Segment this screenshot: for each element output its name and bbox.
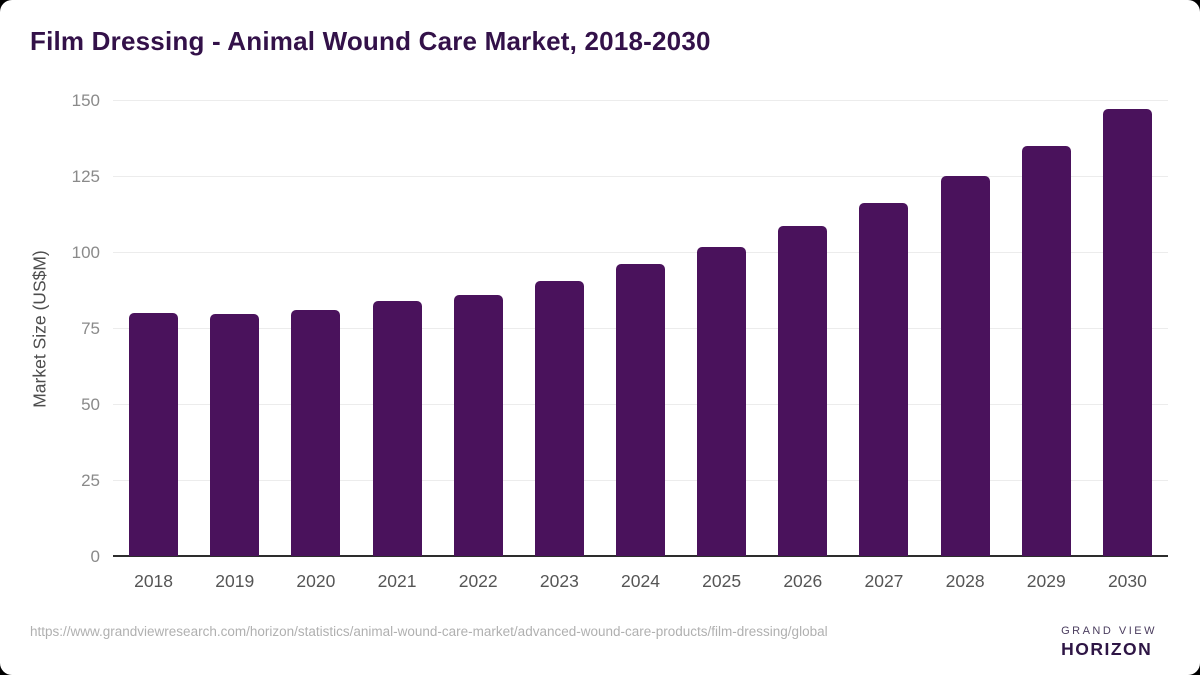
bar xyxy=(453,294,503,556)
y-tick-label: 125 xyxy=(71,167,100,186)
bar xyxy=(940,176,990,556)
x-tick-label: 2023 xyxy=(539,571,579,591)
bar xyxy=(1021,145,1071,556)
bar xyxy=(372,300,422,556)
chart-title: Film Dressing - Animal Wound Care Market… xyxy=(30,26,711,56)
icon-sun-dome xyxy=(1020,631,1042,643)
brand-name-bottom: HORIZON xyxy=(1061,639,1153,659)
y-tick-label: 100 xyxy=(71,243,100,262)
bar xyxy=(129,312,179,556)
x-tick-label: 2026 xyxy=(783,571,823,591)
brand-name-top: GRAND VIEW xyxy=(1061,625,1157,637)
x-tick-label: 2019 xyxy=(215,571,255,591)
x-tick-label: 2022 xyxy=(458,571,498,591)
gridline xyxy=(113,176,1168,177)
bar xyxy=(616,264,665,556)
icon-reflection-line xyxy=(1026,648,1036,652)
y-tick-label: 25 xyxy=(81,471,100,490)
x-axis-line xyxy=(113,555,1168,557)
icon-reflection-line xyxy=(1023,644,1039,648)
brand-logo: GRAND VIEW HORIZON xyxy=(1009,621,1157,664)
x-tick-label: 2028 xyxy=(945,571,985,591)
y-tick-label: 75 xyxy=(81,319,100,338)
x-tick-label: 2027 xyxy=(864,571,904,591)
x-tick-label: 2030 xyxy=(1107,571,1147,591)
y-tick-label: 50 xyxy=(81,395,100,414)
y-tick-label: 0 xyxy=(90,547,100,566)
x-tick-label: 2021 xyxy=(377,571,417,591)
brand-wordmark: GRAND VIEW HORIZON xyxy=(1061,625,1157,660)
x-tick-label: 2029 xyxy=(1026,571,1066,591)
x-tick-label: 2025 xyxy=(702,571,742,591)
bar xyxy=(778,226,828,556)
bar xyxy=(210,314,260,556)
gridline xyxy=(113,252,1168,253)
x-tick-label: 2020 xyxy=(296,571,336,591)
bar xyxy=(697,247,747,556)
gridline xyxy=(113,100,1168,101)
horizon-sun-icon xyxy=(1009,621,1052,664)
bar xyxy=(534,280,584,556)
x-tick-label: 2018 xyxy=(134,571,174,591)
bar xyxy=(1102,109,1152,556)
bar xyxy=(291,309,341,556)
source-url: https://www.grandviewresearch.com/horizo… xyxy=(30,624,828,639)
y-tick-label: 150 xyxy=(71,91,100,110)
plot-area: 0 25 50 75 100 125 150 2018 2019 2020 2021 2022 2023… xyxy=(72,91,1168,591)
x-tick-label: 2024 xyxy=(621,571,660,591)
bar xyxy=(859,203,909,556)
